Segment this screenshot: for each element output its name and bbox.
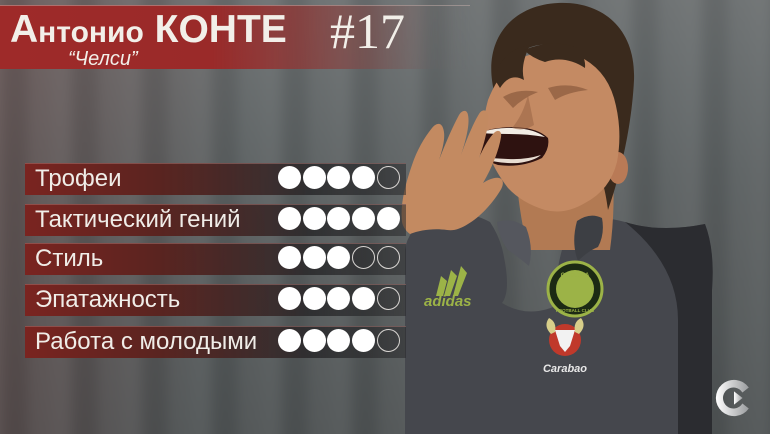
svg-text:CHELSEA: CHELSEA: [561, 273, 590, 279]
svg-text:FOOTBALL CLUB: FOOTBALL CLUB: [556, 308, 595, 313]
svg-text:adidas: adidas: [424, 293, 472, 310]
svg-text:Carabao: Carabao: [543, 363, 587, 375]
